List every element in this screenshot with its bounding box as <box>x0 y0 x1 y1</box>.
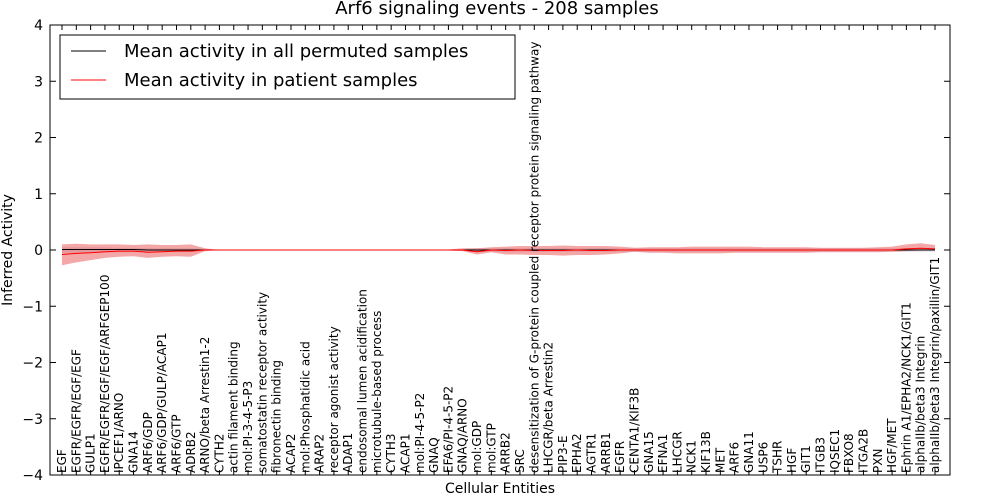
x-tick-label: ARF6/GDP/GULP/ACAP1 <box>155 333 169 473</box>
x-tick-label: NCK1 <box>685 440 699 473</box>
x-tick-label: ITGB3 <box>814 437 828 473</box>
x-tick-label: GNA11 <box>742 431 756 473</box>
x-tick-label: EGFR/EGFR/EGF/EGF/ARFGEP100 <box>98 275 112 473</box>
x-tick-label: ITGA2B <box>856 429 870 473</box>
x-tick-label: somatostatin receptor activity <box>255 292 269 473</box>
x-tick-label: fibronectin binding <box>270 360 284 473</box>
y-tick-label: 3 <box>34 74 43 90</box>
x-tick-label: EFNA1 <box>656 434 670 473</box>
y-tick-label: −4 <box>22 468 43 484</box>
patient-mean-line <box>61 247 936 255</box>
x-tick-label: USP6 <box>756 442 770 473</box>
x-tick-label: MET <box>713 447 727 473</box>
x-tick-label: endosomal lumen acidification <box>356 289 370 473</box>
x-tick-label: KIF13B <box>699 431 713 473</box>
x-tick-label: ACAP1 <box>399 434 413 473</box>
y-tick-label: 2 <box>34 131 43 147</box>
x-tick-label: SRC <box>513 449 527 473</box>
x-tick-label: AGTR1 <box>585 433 599 473</box>
x-tick-label: LHCGR <box>670 431 684 473</box>
x-tick-label: TSHR <box>771 441 785 474</box>
x-tick-label: PIP3-E <box>556 435 570 473</box>
x-tick-label: ARAP2 <box>313 434 327 473</box>
x-axis-label: Cellular Entities <box>445 481 555 497</box>
x-tick-label: HGF/MET <box>885 418 899 473</box>
x-tick-label: CYTH3 <box>384 434 398 474</box>
x-tick-label: GNA15 <box>642 431 656 473</box>
x-tick-label: ADAP1 <box>341 433 355 473</box>
x-tick-label: GIT1 <box>799 445 813 473</box>
x-tick-label: alphaIIb/beta3 Integrin <box>914 336 928 473</box>
y-tick-label: 4 <box>34 18 43 34</box>
y-tick-label: −1 <box>22 299 43 315</box>
x-tick-label: EFA6/PI-4-5-P2 <box>441 386 455 473</box>
legend-label: Mean activity in all permuted samples <box>124 41 468 62</box>
x-tick-label: GNAQ <box>427 437 441 473</box>
legend-box <box>59 34 516 100</box>
legend-label: Mean activity in patient samples <box>124 70 418 91</box>
x-tick-label: Ephrin A1/EPHA2/NCK1/GIT1 <box>899 302 913 473</box>
x-tick-label: ARF6 <box>728 442 742 473</box>
patient-confidence-band <box>62 243 935 266</box>
x-tick-label: mol:PI-3-4-5-P3 <box>241 381 255 473</box>
x-tick-label: HGF <box>785 448 799 473</box>
y-axis-label: Inferred Activity <box>0 194 16 306</box>
x-tick-label: CENTA1/KIF3B <box>628 388 642 473</box>
x-tick-label: EGF <box>55 449 69 473</box>
x-tick-label: mol:GDP <box>470 421 484 473</box>
y-tick-label: −3 <box>22 412 43 428</box>
x-tick-label: mol:Phosphatidic acid <box>298 341 312 473</box>
x-tick-label: ARRB1 <box>599 432 613 473</box>
x-tick-label: CYTH2 <box>212 434 226 474</box>
x-tick-label: mol:PI-4-5-P2 <box>413 393 427 473</box>
x-tick-label: alphaIIb/beta3 Integrin/paxillin/GIT1 <box>928 257 942 473</box>
x-tick-label: LHCGR/beta Arrestin2 <box>542 342 556 473</box>
x-tick-label: ACAP2 <box>284 434 298 473</box>
x-tick-label: ARF6/GTP <box>170 414 184 473</box>
x-tick-label: EGFR <box>613 441 627 473</box>
x-tick-label: microtubule-based process <box>370 311 384 473</box>
y-tick-label: −2 <box>22 356 43 372</box>
y-tick-label: 0 <box>34 243 43 259</box>
chart-title: Arf6 signaling events - 208 samples <box>335 0 659 19</box>
x-tick-label: GULP1 <box>84 433 98 473</box>
x-tick-label: IQSEC1 <box>828 429 842 473</box>
x-tick-label: ARNO/beta Arrestin1-2 <box>198 337 212 473</box>
x-tick-label: ARF6/GDP <box>141 412 155 473</box>
x-tick-label: GNAQ/ARNO <box>456 398 470 473</box>
x-tick-label: PXN <box>871 449 885 473</box>
x-tick-label: FBXO8 <box>842 433 856 473</box>
x-tick-label: actin filament binding <box>227 341 241 473</box>
x-tick-label: desensitization of G-protein coupled rec… <box>527 42 541 473</box>
x-tick-label: receptor agonist activity <box>327 326 341 473</box>
x-tick-label: EGFR/EGFR/EGF/EGF <box>69 349 83 473</box>
x-tick-label: EPHA2 <box>570 433 584 473</box>
x-tick-label: ADRB2 <box>184 431 198 473</box>
x-tick-label: mol:GTP <box>484 423 498 473</box>
y-tick-label: 1 <box>34 187 43 203</box>
x-tick-label: IPCEF1/ARNO <box>112 393 126 473</box>
x-tick-label: GNA14 <box>127 431 141 473</box>
x-tick-label: ARRB2 <box>499 432 513 473</box>
